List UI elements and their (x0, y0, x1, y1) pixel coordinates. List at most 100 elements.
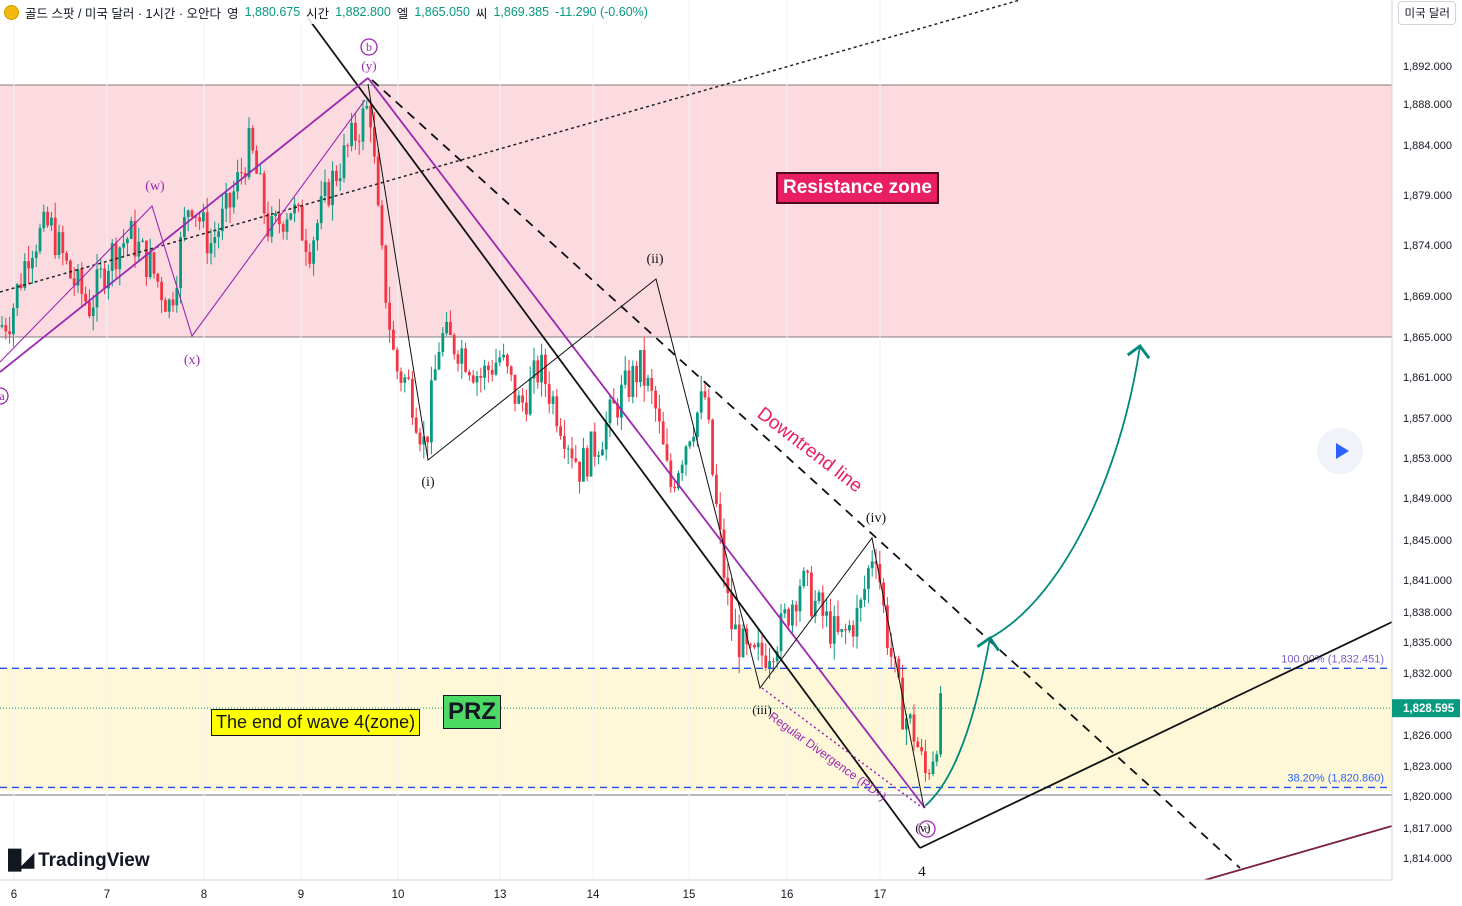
channel-line-upper (307, 17, 921, 849)
close-label: 씨 (475, 6, 488, 21)
candle-body (300, 205, 304, 241)
price-tick-label: 1,820.000 (1403, 791, 1452, 803)
candle-body (585, 448, 589, 477)
candle-body (259, 173, 262, 175)
wave-label-b: b (366, 40, 372, 54)
candle-body (31, 258, 34, 269)
candle-body (703, 391, 707, 398)
candles-layer (0, 100, 942, 782)
price-tick-label: 1,869.000 (1403, 291, 1452, 303)
currency-button[interactable]: 미국 달러 (1398, 1, 1456, 25)
resistance-zone-label[interactable]: Resistance zone (776, 172, 939, 204)
tradingview-logo[interactable]: █◢ TradingView (8, 849, 150, 872)
price-tick-label: 1,874.000 (1403, 240, 1452, 252)
candle-body (840, 629, 844, 632)
high-label: 시간 (306, 6, 330, 21)
candle-body (707, 397, 711, 420)
candle-body (433, 369, 437, 381)
play-icon (1335, 443, 1349, 459)
candle-body (536, 360, 540, 383)
candle-body (285, 219, 289, 232)
zones-layer (0, 84, 1392, 796)
tradingview-logo-icon: █◢ (8, 850, 34, 871)
time-tick-label: 15 (683, 889, 696, 901)
price-tick-label: 1,835.000 (1403, 637, 1452, 649)
candle-body (654, 390, 657, 409)
candle-body (787, 609, 790, 626)
replay-button[interactable] (1317, 428, 1363, 474)
price-tick-label: 1,888.000 (1403, 99, 1452, 111)
wave-a-circle (0, 387, 9, 405)
candle-body (430, 380, 433, 443)
time-tick-label: 10 (392, 889, 405, 901)
candle-body (251, 127, 255, 151)
prz-label[interactable]: PRZ (443, 695, 501, 729)
candle-body (832, 616, 836, 644)
candle-body (4, 325, 8, 332)
candle-body (209, 243, 213, 254)
candle-body (544, 354, 547, 385)
candle-body (601, 449, 604, 456)
candle-body (688, 441, 692, 447)
candle-body (179, 237, 182, 289)
candle-body (939, 693, 942, 755)
candle-body (867, 568, 870, 589)
gold-coin-icon (4, 4, 19, 20)
candle-body (889, 648, 893, 657)
candle-body (490, 370, 494, 375)
candle-body (213, 237, 217, 244)
candle-body (114, 243, 118, 270)
price-tick-label: 1,865.000 (1403, 332, 1452, 344)
purple-trend-1 (0, 77, 369, 373)
candle-body (441, 333, 445, 352)
candle-body (646, 377, 650, 386)
candle-body (122, 243, 125, 248)
time-tick-label: 7 (104, 889, 110, 901)
candle-body (42, 211, 46, 229)
candle-body (737, 624, 741, 658)
price-tick-label: 1,838.000 (1403, 607, 1452, 619)
candle-body (346, 145, 350, 147)
downtrend-line (371, 79, 1241, 869)
candle-body (335, 170, 338, 182)
price-tick-label: 1,849.000 (1403, 493, 1452, 505)
candle-body (145, 240, 148, 277)
price-tick-label: 1,817.000 (1403, 823, 1452, 835)
candle-body (498, 357, 502, 363)
time-axis-bg (0, 880, 1392, 906)
candle-body (255, 150, 258, 174)
candle-body (582, 448, 585, 482)
candle-body (53, 217, 57, 256)
candle-body (247, 127, 251, 178)
candle-body (555, 396, 559, 427)
candle-body (927, 773, 931, 775)
wave-label-x: (x) (184, 353, 201, 368)
fib-level-label: 38.20% (1,820.860) (1287, 772, 1384, 784)
candle-body (316, 223, 319, 241)
candle-body (931, 761, 935, 775)
candle-body (373, 127, 376, 157)
candle-body (357, 140, 361, 142)
symbol-title[interactable]: 골드 스팟 / 미국 달러 · 1시간 · 오안다 (25, 6, 222, 21)
candle-body (399, 371, 403, 383)
candle-body (118, 247, 122, 270)
wxy-pattern (0, 99, 366, 363)
candle-body (126, 238, 129, 244)
candle-body (445, 321, 448, 334)
candle-body (129, 220, 133, 239)
candle-body (730, 593, 733, 630)
candle-body (639, 350, 642, 383)
low-value: 1,865.050 (414, 5, 470, 19)
candle-body (593, 431, 597, 457)
candle-body (631, 365, 635, 397)
candle-body (479, 375, 483, 378)
candle-body (836, 616, 840, 632)
price-tick-label: 1,826.000 (1403, 730, 1452, 742)
wave4-zone-label[interactable]: The end of wave 4(zone) (211, 709, 421, 736)
candle-body (760, 642, 764, 656)
candle-body (392, 329, 395, 350)
candle-body (620, 384, 623, 418)
candle-body (369, 106, 372, 128)
impulse-wave (367, 83, 925, 809)
